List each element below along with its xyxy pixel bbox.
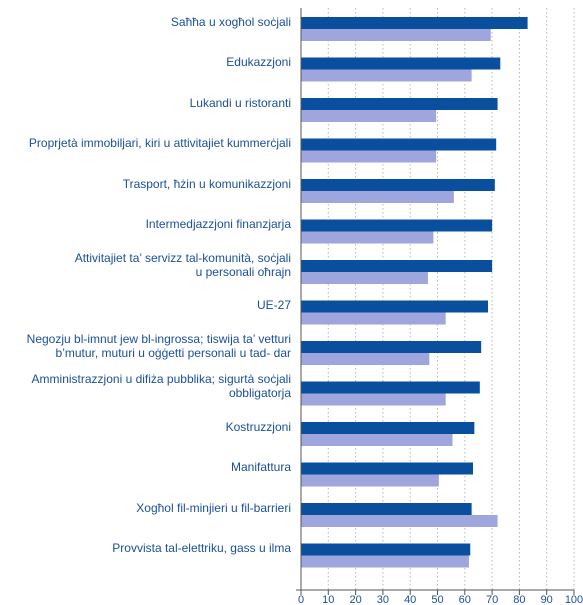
category-label: Kostruzzjoni bbox=[225, 419, 291, 434]
x-tick-label: 20 bbox=[349, 594, 361, 605]
bar-series-1 bbox=[301, 260, 493, 272]
x-tick-label: 50 bbox=[431, 594, 443, 605]
category-label: Trasport, ħżin u komunikazzjoni bbox=[122, 176, 291, 191]
bar-series-2 bbox=[301, 353, 430, 365]
category-label: Provvista tal-elettriku, gass u ilma bbox=[112, 541, 291, 556]
bar-series-2 bbox=[301, 29, 491, 41]
x-tick-label: 10 bbox=[322, 594, 334, 605]
category-label: Attivitajiet ta’ servizz tal-komunità, s… bbox=[74, 250, 291, 279]
x-tick-label: 100 bbox=[565, 594, 583, 605]
bar-series-2 bbox=[301, 515, 498, 527]
bar-series-1 bbox=[301, 341, 482, 353]
category-label: Proprjetà immobiljari, kiri u attivitaji… bbox=[28, 136, 291, 151]
bar-series-1 bbox=[301, 503, 472, 515]
x-tick-label: 80 bbox=[513, 594, 525, 605]
bar-series-2 bbox=[301, 150, 437, 163]
bar-series-1 bbox=[301, 219, 493, 232]
bar-series-2 bbox=[301, 191, 454, 203]
x-tick-label: 0 bbox=[298, 594, 304, 605]
category-label: Manifattura bbox=[230, 460, 291, 475]
bar-series-2 bbox=[301, 231, 434, 244]
x-tick-label: 30 bbox=[377, 594, 389, 605]
bar-series-1 bbox=[301, 179, 495, 191]
bar-series-1 bbox=[301, 543, 471, 556]
bar-series-2 bbox=[301, 434, 453, 446]
x-tick-label: 90 bbox=[541, 594, 553, 605]
bar-series-1 bbox=[301, 422, 475, 434]
bar-series-1 bbox=[301, 138, 497, 151]
category-label: Amministrazzjoni u difiża pubblika; sigu… bbox=[31, 372, 291, 401]
bar-series-2 bbox=[301, 272, 428, 284]
category-label: UE-27 bbox=[256, 298, 291, 313]
bar-series-1 bbox=[301, 57, 501, 70]
category-label: Xogħol fil-minjieri u fil-barrieri bbox=[136, 500, 291, 515]
bar-series-2 bbox=[301, 555, 469, 568]
bar-series-1 bbox=[301, 381, 480, 394]
category-label: Intermedjazzjoni finanzjarja bbox=[145, 217, 291, 232]
x-tick-label: 40 bbox=[404, 594, 416, 605]
bar-series-1 bbox=[301, 300, 489, 313]
bar-series-2 bbox=[301, 474, 439, 487]
category-label: Saħħa u xogħol soċjali bbox=[170, 14, 291, 29]
category-label: Negozju bl-imnut jew bl-ingrossa; tiswij… bbox=[26, 331, 291, 360]
bar-series-1 bbox=[301, 17, 528, 29]
bar-series-1 bbox=[301, 98, 498, 110]
bar-series-2 bbox=[301, 110, 437, 122]
bar-series-2 bbox=[301, 393, 446, 406]
x-tick-label: 70 bbox=[486, 594, 498, 605]
category-label: Edukazzjoni bbox=[226, 55, 291, 70]
bar-series-1 bbox=[301, 462, 473, 475]
bar-series-2 bbox=[301, 69, 472, 82]
x-tick-label: 60 bbox=[459, 594, 471, 605]
bar-series-2 bbox=[301, 312, 446, 325]
category-label: Lukandi u ristoranti bbox=[189, 95, 291, 110]
